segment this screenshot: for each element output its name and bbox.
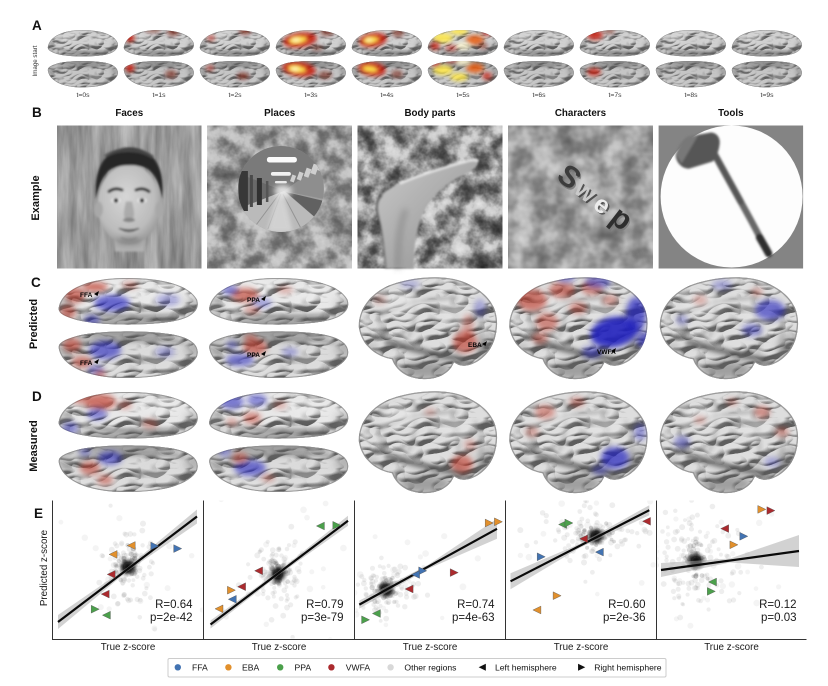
svg-text:t=0s: t=0s [76, 92, 90, 99]
svg-text:EBA: EBA [242, 663, 259, 673]
svg-text:t=4s: t=4s [380, 92, 394, 99]
svg-text:p=4e-63: p=4e-63 [452, 612, 495, 624]
svg-text:R=0.60: R=0.60 [608, 599, 645, 611]
svg-text:True z-score: True z-score [403, 642, 458, 653]
svg-text:B: B [32, 105, 42, 120]
svg-text:FFA: FFA [80, 360, 93, 367]
svg-text:FFA: FFA [80, 292, 93, 299]
svg-text:PPA: PPA [247, 297, 260, 304]
svg-text:Characters: Characters [555, 108, 607, 119]
svg-text:E: E [34, 506, 43, 521]
svg-text:Example: Example [30, 175, 42, 220]
svg-text:p=2e-36: p=2e-36 [603, 612, 646, 624]
svg-text:A: A [32, 18, 42, 33]
svg-text:D: D [32, 389, 42, 404]
svg-text:Body parts: Body parts [404, 108, 456, 119]
svg-text:EBA: EBA [468, 342, 482, 349]
svg-text:Places: Places [264, 108, 296, 119]
svg-text:True z-score: True z-score [704, 642, 759, 653]
svg-text:t=9s: t=9s [760, 92, 774, 99]
svg-text:VWFA: VWFA [346, 663, 371, 673]
svg-text:Faces: Faces [115, 108, 143, 119]
svg-text:t=7s: t=7s [608, 92, 622, 99]
svg-text:R=0.79: R=0.79 [306, 599, 343, 611]
svg-text:PPA: PPA [295, 663, 312, 673]
svg-text:Image start: Image start [32, 45, 39, 76]
svg-text:VWFA: VWFA [597, 349, 616, 356]
svg-text:t=2s: t=2s [228, 92, 242, 99]
svg-text:True z-score: True z-score [101, 642, 156, 653]
svg-text:p=0.03: p=0.03 [761, 612, 797, 624]
svg-text:t=1s: t=1s [152, 92, 166, 99]
svg-text:t=3s: t=3s [304, 92, 318, 99]
svg-text:Right hemisphere: Right hemisphere [594, 663, 662, 673]
svg-text:t=8s: t=8s [684, 92, 698, 99]
svg-text:t=6s: t=6s [532, 92, 546, 99]
svg-text:True z-score: True z-score [252, 642, 307, 653]
svg-text:Left hemisphere: Left hemisphere [495, 663, 557, 673]
svg-text:Predicted: Predicted [28, 299, 40, 349]
svg-text:C: C [31, 275, 41, 290]
svg-text:Other regions: Other regions [404, 663, 456, 673]
svg-text:Predicted z-score: Predicted z-score [39, 529, 50, 606]
svg-text:R=0.64: R=0.64 [155, 599, 193, 611]
svg-text:True z-score: True z-score [554, 642, 609, 653]
svg-text:Measured: Measured [28, 420, 40, 471]
svg-text:R=0.12: R=0.12 [759, 599, 796, 611]
svg-text:PPA: PPA [247, 352, 260, 359]
svg-text:t=5s: t=5s [456, 92, 470, 99]
svg-text:Tools: Tools [718, 108, 744, 119]
svg-text:R=0.74: R=0.74 [457, 599, 495, 611]
svg-text:FFA: FFA [192, 663, 208, 673]
svg-text:p=2e-42: p=2e-42 [150, 612, 193, 624]
svg-text:p=3e-79: p=3e-79 [301, 612, 344, 624]
